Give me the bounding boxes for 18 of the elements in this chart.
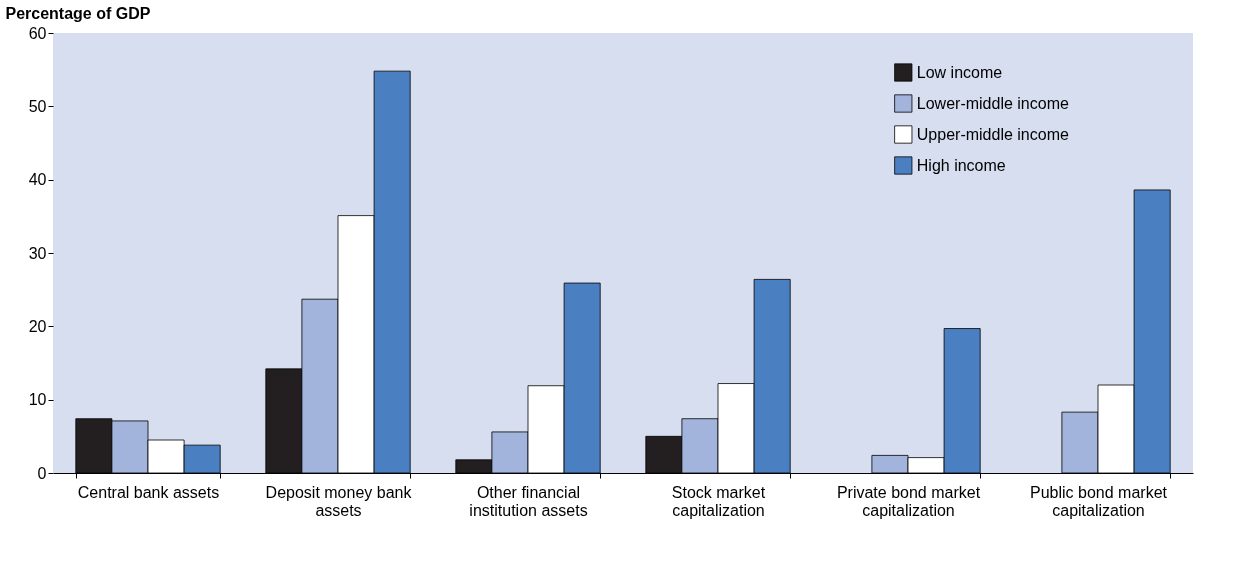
y-tick-label: 40 [28, 171, 47, 189]
x-tick-label: Other financial institution assets [469, 483, 588, 519]
x-tick-label: Central bank assets [77, 483, 220, 501]
y-tick-label: 20 [28, 317, 47, 335]
y-axis-title: Percentage of GDP [5, 4, 151, 22]
x-tick-label: Deposit money bank assets [265, 483, 413, 519]
y-tick-label: 50 [28, 97, 47, 115]
x-tick-label: Stock market capitalization [671, 483, 766, 519]
y-tick-label: 0 [37, 464, 47, 482]
legend-label: Upper-middle income [916, 125, 1069, 143]
x-tick-label: Public bond market capitalization [1030, 483, 1168, 519]
legend-label: Low income [916, 63, 1003, 81]
y-tick-label: 60 [28, 24, 47, 42]
y-tick-label: 10 [28, 391, 47, 409]
y-tick-label: 30 [28, 244, 47, 262]
x-tick-label: Private bond market capitalization [836, 483, 981, 519]
legend-label: High income [916, 156, 1006, 174]
legend-label: Lower-middle income [916, 94, 1069, 112]
